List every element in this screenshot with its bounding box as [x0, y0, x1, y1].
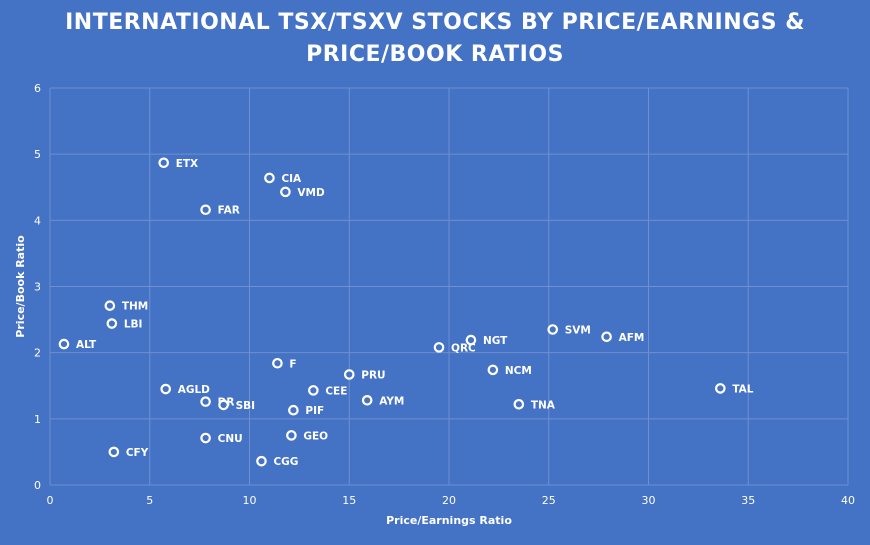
y-tick-label: 2: [34, 347, 41, 360]
point-marker-pif: [288, 404, 299, 416]
point-label-pru: PRU: [361, 370, 385, 382]
y-axis-title: Price/Book Ratio: [14, 235, 27, 338]
x-tick-label: 5: [146, 494, 153, 507]
point-label-ngt: NGT: [483, 335, 508, 347]
chart-title-line-1: INTERNATIONAL TSX/TSXV STOCKS BY PRICE/E…: [65, 10, 805, 35]
y-tick-label: 5: [34, 148, 41, 161]
point-label-f: F: [289, 358, 296, 370]
x-tick-label: 10: [243, 494, 257, 507]
y-tick-label: 0: [34, 479, 41, 492]
chart-title-line-2: PRICE/BOOK RATIOS: [306, 42, 564, 67]
point-label-thm: THM: [122, 301, 148, 313]
point-marker-thm: [104, 300, 116, 311]
gridlines: [49, 87, 849, 486]
x-tick-label: 20: [442, 494, 456, 507]
point-label-cgg: CGG: [273, 456, 298, 468]
point-marker-aym: [361, 395, 373, 406]
y-axis-ticks: 0 1 2 3 4 5 6: [34, 82, 41, 492]
y-tick-label: 1: [34, 413, 41, 426]
point-marker-etx: [158, 157, 170, 169]
point-marker-ncm: [487, 364, 499, 376]
point-marker-vmd: [280, 186, 291, 198]
point-marker-agld: [160, 383, 172, 395]
data-points: ETXCIAVMDFARTHMLBIALTFPRUAGLDDRSBICEEPIF…: [58, 157, 754, 468]
point-marker-f: [272, 357, 283, 369]
point-marker-geo: [286, 430, 297, 441]
point-marker-afm: [601, 331, 612, 343]
point-marker-cia: [264, 172, 275, 184]
point-label-tal: TAL: [732, 383, 753, 395]
point-label-pif: PIF: [305, 405, 324, 417]
point-label-tna: TNA: [531, 399, 556, 411]
point-marker-cgg: [256, 455, 267, 467]
x-tick-label: 40: [841, 494, 855, 507]
point-label-etx: ETX: [176, 158, 198, 170]
point-label-cia: CIA: [281, 173, 302, 185]
x-tick-label: 25: [542, 494, 556, 507]
point-label-cee: CEE: [325, 385, 347, 397]
point-label-ncm: NCM: [505, 365, 532, 377]
x-tick-label: 30: [642, 494, 656, 507]
point-label-sbi: SBI: [236, 400, 255, 412]
point-marker-tna: [513, 398, 525, 410]
y-tick-label: 3: [34, 281, 41, 294]
point-label-aym: AYM: [379, 395, 404, 407]
point-label-lbi: LBI: [124, 319, 143, 331]
point-label-afm: AFM: [619, 332, 645, 344]
point-marker-pru: [343, 369, 355, 380]
point-marker-far: [200, 204, 211, 216]
x-axis-title: Price/Earnings Ratio: [386, 514, 512, 527]
x-tick-label: 0: [47, 494, 54, 507]
point-marker-qrc: [433, 342, 445, 353]
point-label-vmd: VMD: [297, 187, 325, 199]
point-marker-cfy: [108, 446, 120, 458]
point-marker-lbi: [106, 318, 118, 329]
x-tick-label: 15: [342, 494, 356, 507]
point-marker-cnu: [200, 432, 211, 444]
point-label-geo: GEO: [303, 430, 328, 442]
x-axis-ticks: 0 5 10 15 20 25 30 35 40: [47, 494, 856, 507]
point-marker-alt: [58, 338, 70, 350]
point-marker-ngt: [465, 334, 477, 346]
point-marker-dr: [200, 396, 211, 407]
point-label-svm: SVM: [565, 325, 591, 337]
point-label-agld: AGLD: [178, 384, 210, 396]
point-marker-tal: [715, 383, 726, 394]
y-tick-label: 4: [34, 214, 41, 227]
point-label-cnu: CNU: [218, 433, 243, 445]
point-label-far: FAR: [218, 205, 240, 217]
point-label-cfy: CFY: [126, 447, 149, 459]
point-marker-sbi: [218, 399, 229, 411]
point-label-alt: ALT: [76, 339, 97, 351]
x-tick-label: 35: [741, 494, 755, 507]
point-label-qrc: QRC: [451, 342, 476, 354]
y-tick-label: 6: [34, 82, 41, 95]
point-marker-svm: [547, 324, 559, 335]
point-marker-cee: [308, 385, 319, 396]
